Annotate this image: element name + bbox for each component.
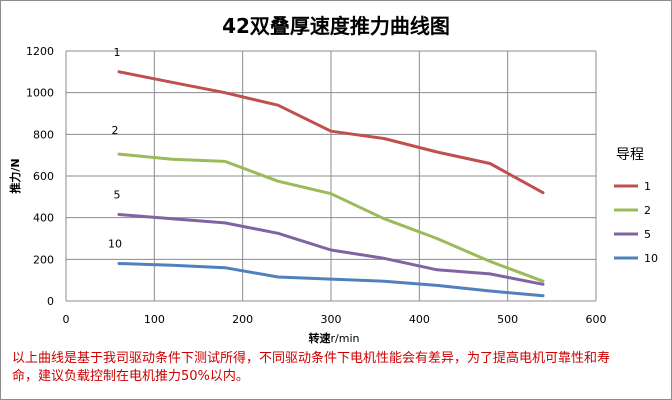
y-axis-label: 推力/N (8, 158, 22, 193)
legend-label-5: 5 (644, 228, 651, 241)
legend-label-10: 10 (644, 252, 658, 265)
legend-title: 导程 (616, 147, 644, 163)
x-tick-label: 200 (232, 313, 253, 326)
series-line-10 (117, 262, 545, 298)
x-axis-label-unit: r/min (331, 332, 360, 345)
series-label-2: 2 (112, 124, 119, 137)
chart-title: 42双叠厚速度推力曲线图 (222, 14, 450, 38)
x-axis-label-main: 转速 (309, 331, 331, 345)
y-tick-label: 800 (33, 128, 54, 141)
series-line-5 (117, 213, 545, 286)
y-tick-label: 1000 (26, 87, 54, 100)
x-tick-label: 100 (144, 313, 165, 326)
disclaimer-note: 以上曲线是基于我司驱动条件下测试所得，不同驱动条件下电机性能会有差异，为了提高电… (12, 351, 611, 384)
y-tick-label: 200 (33, 253, 54, 266)
series-label-5: 5 (114, 189, 121, 202)
y-tick-label: 0 (47, 295, 54, 308)
y-tick-label: 600 (33, 170, 54, 183)
x-tick-label: 300 (321, 313, 342, 326)
series-label-1: 1 (114, 46, 121, 59)
series-label-10: 10 (108, 238, 122, 251)
x-tick-label: 0 (63, 313, 70, 326)
x-tick-label: 500 (497, 313, 518, 326)
legend-label-2: 2 (644, 204, 651, 217)
series-line-2 (117, 152, 545, 283)
x-axis-label: 转速r/min (309, 331, 360, 345)
series-line-1 (117, 70, 545, 195)
legend-label-1: 1 (644, 180, 651, 193)
x-tick-label: 400 (409, 313, 430, 326)
y-tick-label: 400 (33, 212, 54, 225)
y-tick-label: 1200 (26, 45, 54, 58)
x-tick-label: 600 (586, 313, 607, 326)
